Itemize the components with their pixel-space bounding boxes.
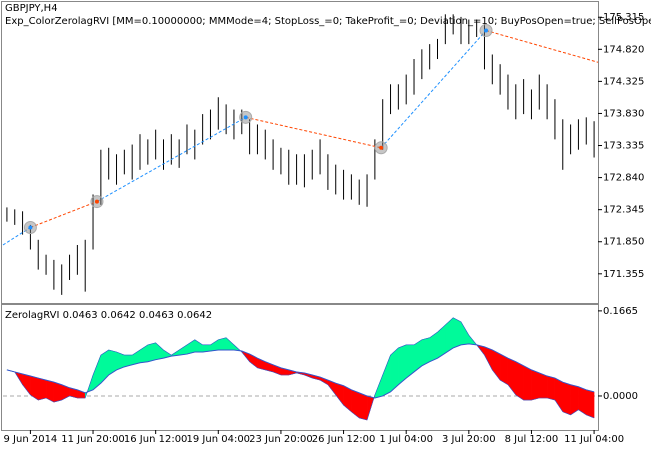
trade-line [96,116,246,203]
area-down [546,375,556,401]
y-tick-label: 174.325 [603,76,644,87]
indicator-title: ZerolagRVI 0.0463 0.0642 0.0463 0.0642 [5,310,212,321]
price-panel [1,1,599,304]
x-tick-label: 19 Jun 04:00 [187,434,251,445]
area-down [523,365,532,401]
trade-point [94,199,99,204]
area-up [421,337,430,367]
chart-title: GBPJPY,H4 [5,3,58,14]
area-down [562,381,571,416]
trade-line [245,116,382,149]
y-tick-label: 172.840 [603,173,644,184]
y-tick-label: 0.1665 [603,306,638,317]
y-tick-label: 173.335 [603,141,644,152]
trade-line [30,201,98,228]
area-up [147,342,156,363]
area-down [37,377,47,401]
area-down [539,372,548,399]
y-tick-label: 171.355 [603,269,644,280]
trade-line [380,30,487,149]
chart-subtitle: Exp_ColorZerolagRVI [MM=0.10000000; MMMo… [5,16,651,27]
x-tick-label: 11 Jun 20:00 [61,434,125,445]
indicator-line [6,343,595,399]
x-tick-label: 9 Jun 2014 [4,434,58,445]
area-down [515,361,524,401]
indicator-panel [1,304,599,431]
x-tick-label: 26 Jun 12:00 [312,434,376,445]
x-tick-label: 3 Jul 20:00 [442,434,496,445]
area-up [452,317,462,349]
y-tick-label: 174.820 [603,44,644,55]
area-down [499,353,509,386]
price-plot [2,14,598,295]
area-down [53,381,62,403]
area-down [531,369,540,401]
trade-point [379,145,384,150]
area-down [586,389,595,419]
x-tick-label: 16 Jun 12:00 [124,434,188,445]
indicator-line [6,317,595,421]
trade-line [2,227,31,246]
trade-point [243,115,248,120]
trade-line [485,30,598,63]
y-tick-label: 171.850 [603,237,644,248]
area-down [358,392,368,421]
y-tick-label: 175.315 [603,12,644,23]
y-tick-label: 0.0000 [603,391,638,402]
trade-point [484,28,489,33]
x-tick-label: 8 Jul 12:00 [505,434,559,445]
x-tick-label: 23 Jun 20:00 [249,434,313,445]
y-tick-label: 172.345 [603,205,644,216]
x-tick-label: 1 Jul 04:00 [379,434,433,445]
y-tick-label: 173.830 [603,108,644,119]
trade-point [28,225,33,230]
x-tick-label: 11 Jul 04:00 [564,434,624,445]
